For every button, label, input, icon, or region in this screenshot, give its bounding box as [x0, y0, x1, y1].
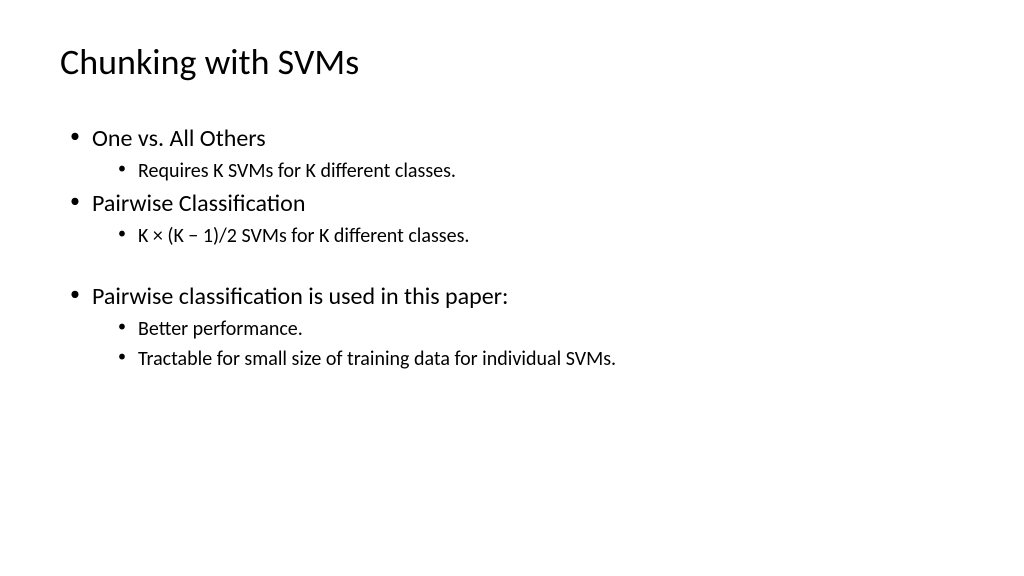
- bullet-list-level2: Better performance. Tractable for small …: [92, 317, 964, 371]
- sub-bullet-item: Requires K SVMs for K different classes.: [118, 159, 964, 183]
- sub-bullet-item: K × (K − 1)/2 SVMs for K different class…: [118, 224, 964, 248]
- bullet-text: Pairwise classification is used in this …: [92, 282, 508, 311]
- bullet-list-level1: Pairwise classification is used in this …: [60, 282, 964, 371]
- bullet-list-level2: Requires K SVMs for K different classes.: [92, 159, 964, 183]
- bullet-item: One vs. All Others Requires K SVMs for K…: [70, 124, 964, 183]
- bullet-item: Pairwise classification is used in this …: [70, 282, 964, 371]
- bullet-list-level1: One vs. All Others Requires K SVMs for K…: [60, 124, 964, 248]
- sub-bullet-item: Tractable for small size of training dat…: [118, 347, 964, 371]
- bullet-list-level2: K × (K − 1)/2 SVMs for K different class…: [92, 224, 964, 248]
- bullet-text: One vs. All Others: [92, 124, 266, 153]
- bullet-text: Pairwise Classification: [92, 189, 305, 218]
- bullet-item: Pairwise Classification K × (K − 1)/2 SV…: [70, 189, 964, 248]
- spacer: [60, 254, 964, 282]
- slide-title: Chunking with SVMs: [60, 40, 964, 84]
- sub-bullet-item: Better performance.: [118, 317, 964, 341]
